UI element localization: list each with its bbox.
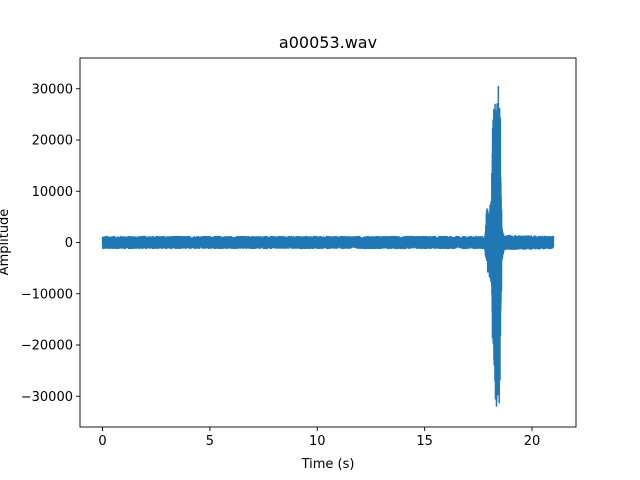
- y-tick-label: −20000: [21, 339, 73, 354]
- y-tick-label: −30000: [21, 390, 73, 405]
- x-tick-label: 15: [416, 434, 433, 449]
- x-axis-label: Time (s): [301, 457, 355, 472]
- y-tick-label: 10000: [32, 185, 73, 200]
- y-tick-label: 30000: [32, 82, 73, 97]
- axes: 0 5 10 15 20 −30000 −20000 −10000 0 10000 20000 300…: [21, 57, 577, 449]
- y-tick-label: 0: [65, 236, 73, 251]
- waveform-line: [101, 85, 555, 407]
- y-axis-label: Amplitude: [0, 209, 12, 276]
- x-tick-label: 0: [98, 434, 106, 449]
- y-tick-label: −10000: [21, 287, 73, 302]
- x-tick-label: 10: [309, 434, 326, 449]
- plot-area: [101, 85, 555, 407]
- x-tick-label: 20: [524, 434, 541, 449]
- chart-title: a00053.wav: [279, 33, 377, 52]
- y-tick-label: 20000: [32, 134, 73, 149]
- x-tick-label: 5: [206, 434, 214, 449]
